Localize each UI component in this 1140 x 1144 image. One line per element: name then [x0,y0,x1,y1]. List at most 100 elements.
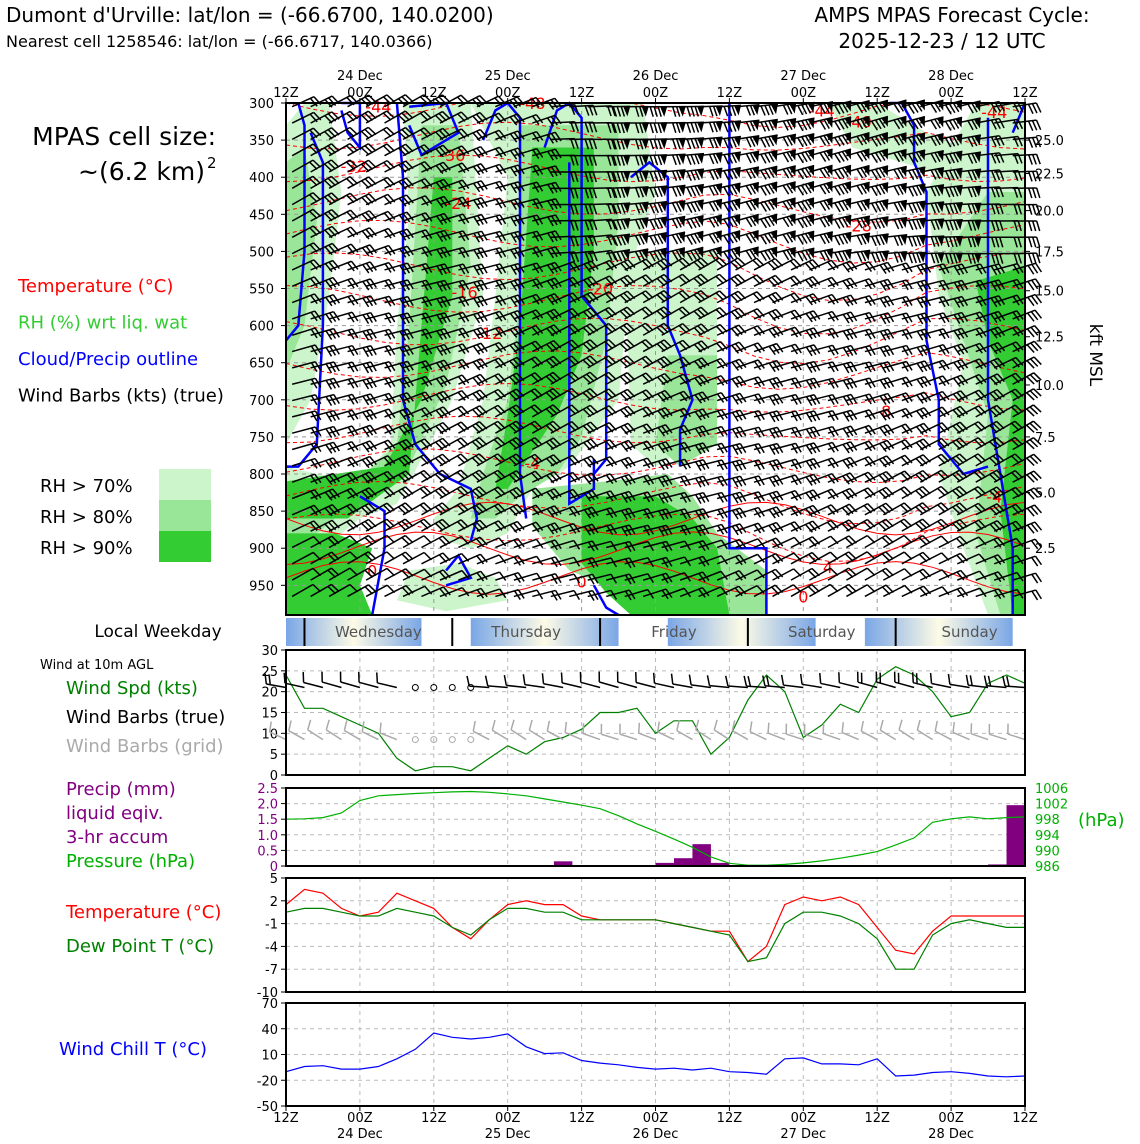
wind-barb-staff [861,731,877,739]
precip-panel-label: Pressure (hPa) [66,851,195,872]
wind-barb-feather [724,106,728,116]
wind-barb-feather [707,675,709,685]
wind-barb-staff [525,685,545,688]
wind-barb-feather [673,203,678,212]
model-title: AMPS MPAS Forecast Cycle: [814,3,1089,27]
wind-barb-feather [750,721,752,731]
wind-barb-feather [820,251,825,260]
wind-barb-feather [724,155,728,164]
cloud-outline [341,103,360,148]
panel-y-label: 0.5 [257,844,278,859]
wind-barb-staff [341,682,360,687]
wind-barb-feather [913,220,917,230]
wind-barb-feather [1029,121,1033,131]
wind-barb-feather [387,552,395,559]
top-axis-hour-label: 12Z [717,86,743,101]
rh-legend-label: RH > 70% [40,476,133,497]
panel-y-label: 2.5 [257,782,278,797]
upper-legend: Temperature (°C)RH (%) wrt liq. watCloud… [17,276,224,407]
kft-label: 10.0 [1035,379,1064,394]
wind-barb-feather [724,122,728,132]
weekday-label: Thursday [490,623,561,641]
wind-barb-feather [1029,138,1033,148]
temperature-panel-label: Dew Point T (°C) [66,936,214,957]
wind-barb-feather [746,122,750,132]
pressure-label: 850 [249,505,274,520]
wind-barb-feather [650,236,655,245]
panel-y-label: 10 [261,1049,278,1064]
wind-barb-feather [714,720,717,730]
wind-barb-feather [876,252,880,262]
wind-barb-staff [989,734,1006,739]
wind-barb-feather [880,720,883,730]
wind-barb-feather [467,676,469,686]
weekday-label: Friday [651,623,697,641]
precip-panel-label: liquid eqiv. [66,803,163,824]
kft-label: 20.0 [1035,205,1064,220]
top-axis-hour-label: 00Z [643,86,669,101]
wind-barb-feather [691,187,696,196]
kft-axis-title: kft MSL [1085,324,1105,387]
bottom-axis-hour-label: 12Z [273,1111,299,1126]
wind-barb-feather [687,155,691,165]
pressure-axis-label: 990 [1035,844,1060,859]
kft-label: 22.5 [1035,167,1064,182]
wind-barb-feather [672,674,673,684]
wind-barb-feather [783,121,788,130]
pressure-axis-label: 1002 [1035,798,1068,813]
bottom-axis-hour-label: 00Z [791,1111,817,1126]
wind-barb-staff [1008,734,1025,739]
top-axis-hour-label: 00Z [495,86,521,101]
wind-barb-feather [857,252,861,261]
top-axis-date-label: 28 Dec [928,69,974,84]
wind-barb-staff [899,730,914,740]
wind-panel-label: Wind Spd (kts) [66,678,198,699]
nearest-cell: Nearest cell 1258546: lat/lon = (-66.671… [6,32,433,51]
wind-barb-staff [673,684,693,687]
wind-barb-feather [917,720,920,730]
wind-barb-feather [529,720,532,730]
rh-legend-swatch [159,469,211,500]
bottom-axis-hour-label: 00Z [643,1111,669,1126]
top-axis-hour-label: 00Z [791,86,817,101]
wind-barb-feather [650,139,653,149]
wind-barb-feather [654,155,657,165]
wind-barb-feather [872,236,876,245]
weekday-label: Sunday [942,623,998,641]
wind-barb-feather [1003,676,1005,686]
wind-barb-staff [547,731,563,740]
wind-barb-feather [673,155,677,165]
wind-barb-feather [565,722,566,732]
wind-barb-feather [709,186,714,195]
wind-barb-staff [805,734,822,739]
wind-barb-feather [511,720,514,730]
wind-barb-feather [761,106,765,116]
panel-y-label: 2 [270,895,278,910]
wind-barb-feather [654,219,659,228]
wind-barb-staff [691,685,711,688]
wind-barb-feather [658,123,661,133]
top-axis-hour-label: 12Z [273,86,299,101]
rh-area-70 [397,563,508,611]
top-axis-hour-label: 12Z [569,86,595,101]
bottom-axis-date-label: 26 Dec [633,1127,679,1140]
wind-barb-feather [748,676,750,686]
weekday-label: Saturday [788,623,856,641]
wind-barb-feather [1028,104,1032,113]
wind-barb-feather [289,721,291,731]
wind-barb-staff [968,685,988,687]
wind-barb-staff [326,730,341,740]
wind-barb-feather [904,536,912,543]
wind-barb-staff [599,682,618,687]
wind-barb-feather [344,720,346,730]
top-axis-date-label: 27 Dec [780,69,826,84]
rh-legend-swatch [159,531,211,562]
wind-barb-staff [987,686,1007,688]
panel-y-label: 5 [270,748,278,763]
pressure-axis-label: 986 [1035,860,1060,875]
wind-barb-feather [913,672,914,682]
pressure-label: 400 [249,171,274,186]
wind-barb-feather [673,171,677,181]
wind-barb-feather [913,236,917,246]
